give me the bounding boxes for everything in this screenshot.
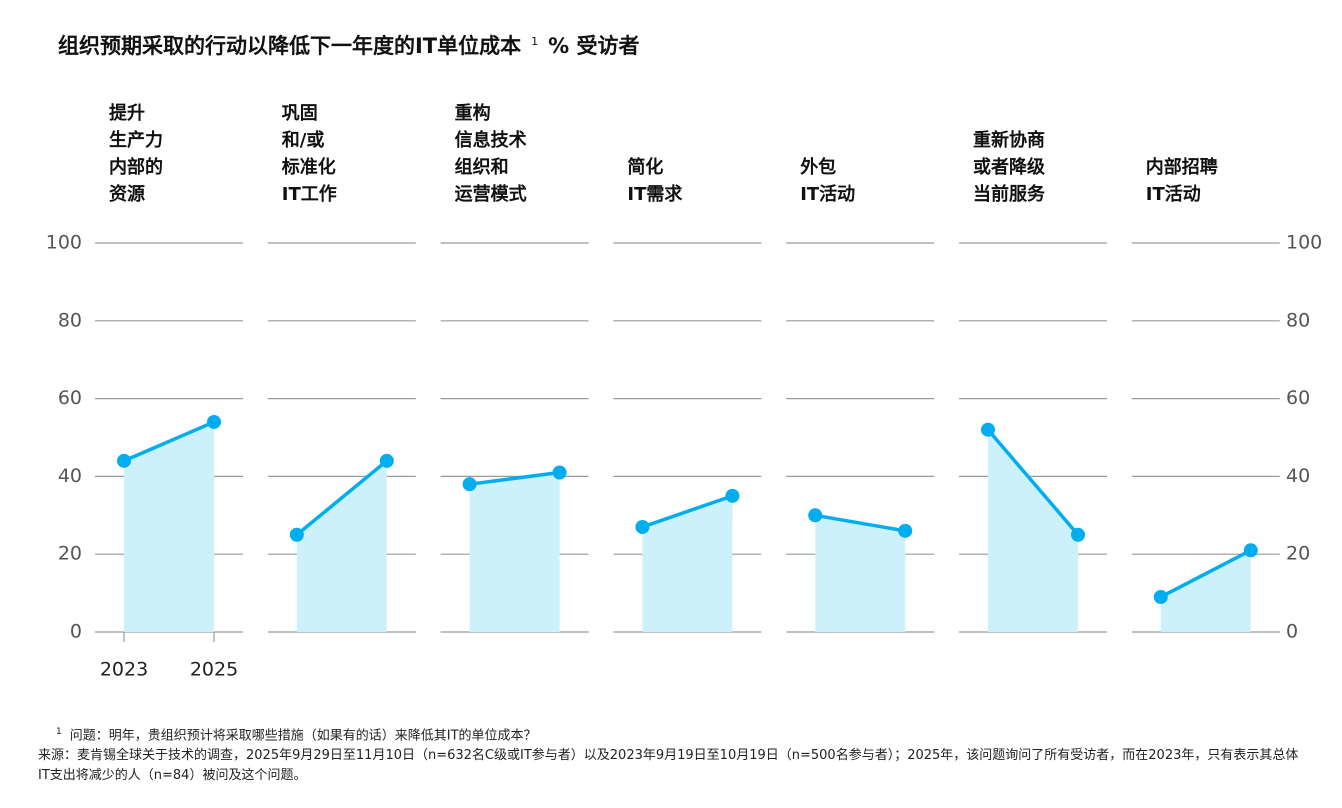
dot: [635, 519, 650, 534]
area: [469, 472, 560, 632]
area: [988, 429, 1078, 632]
y-tick-label-right: 40: [1286, 465, 1310, 487]
source: 来源：麦肯锡全球关于技术的调查，2025年9月29日至11月10日（n=632名…: [38, 748, 1299, 784]
y-tick-label-right: 80: [1286, 309, 1310, 331]
panel-label: IT需求: [627, 183, 683, 205]
line: [814, 513, 906, 533]
panel-label: 巩固: [282, 103, 318, 124]
area: [642, 495, 733, 632]
panel-label: 重构: [455, 102, 491, 124]
panel-label: 资源: [109, 183, 145, 205]
line: [469, 470, 560, 486]
panel-label: 信息技术: [455, 129, 527, 151]
line: [986, 428, 1080, 536]
area: [124, 421, 214, 632]
line: [1159, 548, 1252, 599]
panel-label: IT活动: [1146, 183, 1201, 205]
area: [815, 515, 906, 632]
dot: [289, 527, 304, 542]
y-tick-label-right: 20: [1286, 543, 1310, 565]
panel-label: 提升: [109, 102, 145, 124]
panel-label: 运营模式: [455, 183, 527, 205]
footnote-row: 1 问题：明年，贵组织预计将采取哪些措施（如果有的话）来降低其IT的单位成本？: [38, 722, 1308, 746]
panel-label: 和/或: [282, 129, 325, 151]
line: [641, 494, 733, 529]
notes: 1 问题：明年，贵组织预计将采取哪些措施（如果有的话）来降低其IT的单位成本？ 来…: [38, 722, 1308, 786]
y-tick-label-right: 0: [1286, 621, 1298, 643]
y-tick-label: 0: [70, 621, 82, 643]
y-tick-label: 100: [46, 232, 82, 254]
x-tick-label: 2023: [100, 659, 148, 681]
dot: [725, 488, 740, 503]
dot: [1153, 589, 1168, 604]
dot: [117, 453, 131, 468]
footnote: 问题：明年，贵组织预计将采取哪些措施（如果有的话）来降低其IT的单位成本？: [69, 728, 537, 744]
area: [1160, 550, 1251, 632]
dot: [1071, 527, 1085, 542]
area: [296, 460, 387, 632]
dot: [1243, 543, 1258, 558]
subtitle: % 受访者: [548, 34, 640, 58]
y-tick-label: 40: [58, 465, 82, 487]
panel-label: 生产力: [109, 129, 163, 151]
dot: [808, 508, 823, 523]
y-tick-label-right: 60: [1286, 387, 1310, 409]
panel-label: 标准化: [281, 156, 336, 178]
title-block: 组织预期采取的行动以降低下一年度的IT单位成本 1 % 受访者: [58, 30, 640, 60]
panel-label: 组织和: [455, 156, 509, 178]
panel-label: 内部的: [109, 156, 163, 178]
panel-label: IT工作: [282, 183, 337, 205]
panel-label: 简化: [627, 156, 663, 178]
line: [295, 459, 388, 537]
footnote-mark: 1: [56, 727, 62, 737]
dot: [898, 523, 913, 538]
chart-title: 组织预期采取的行动以降低下一年度的IT单位成本: [58, 34, 522, 58]
panel-label: IT活动: [800, 183, 855, 205]
panel-label: 或者降级: [973, 156, 1046, 178]
panel-label: 内部招聘: [1146, 156, 1218, 178]
y-tick-label-right: 100: [1286, 232, 1322, 254]
panel-label: 重新协商: [973, 129, 1045, 151]
dot: [981, 422, 995, 437]
y-tick-label: 80: [58, 309, 82, 331]
title-note: 1: [531, 35, 539, 48]
dot: [207, 414, 221, 429]
y-tick-label: 60: [58, 387, 82, 409]
dot: [462, 477, 477, 492]
panel-label: 当前服务: [973, 183, 1046, 205]
panel-label: 外包: [800, 156, 836, 178]
line: [123, 420, 215, 463]
y-tick-label: 20: [58, 543, 82, 565]
dot: [552, 465, 567, 480]
dot: [379, 453, 394, 468]
x-tick-label: 2025: [190, 659, 238, 681]
